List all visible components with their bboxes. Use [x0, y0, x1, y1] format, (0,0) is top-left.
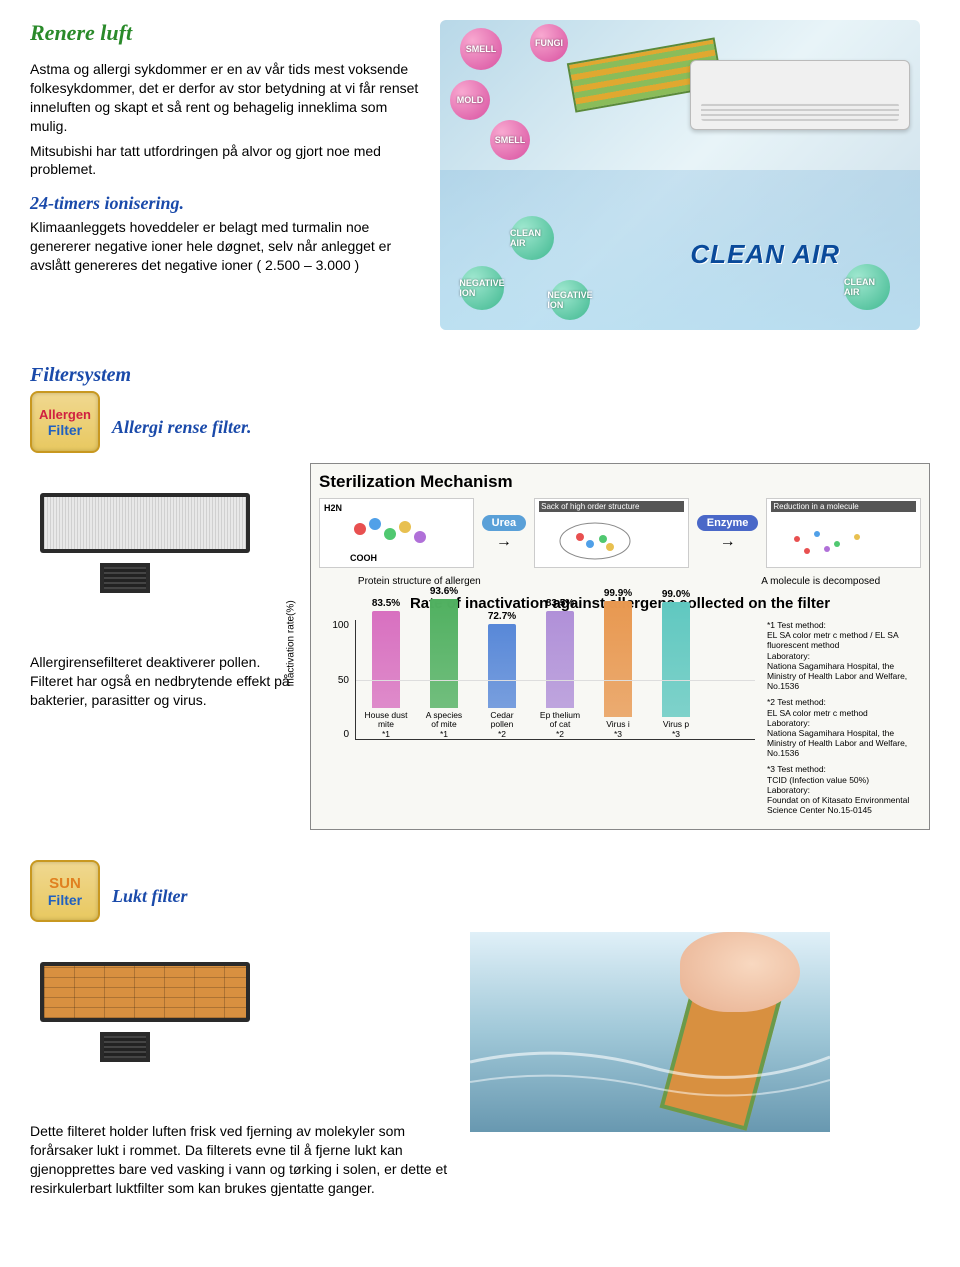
- sun-badge-bottom: Filter: [48, 892, 82, 908]
- sack-box: Sack of high order structure: [534, 498, 689, 568]
- chart-ylabel: Inactivation rate(%): [286, 600, 297, 686]
- bubble-fungi: FUNGI: [530, 24, 568, 62]
- bubble-smell2: SMELL: [490, 120, 530, 160]
- page-title: Renere luft: [30, 20, 420, 46]
- bar-house-dust-mite: 83.5%House dust mite*1: [364, 598, 408, 739]
- bubble-clean2: CLEAN AIR: [844, 264, 890, 310]
- chart-note: *3 Test method: TCID (Infection value 50…: [767, 764, 921, 815]
- urea-pill: Urea: [482, 515, 526, 531]
- bar-a-species-of-mite: 93.6%A species of mite*1: [422, 586, 466, 739]
- protein-box: H2N COOH: [319, 498, 474, 568]
- inactivation-chart: Inactivation rate(%) 100 50 0 83.5%House…: [319, 620, 921, 821]
- reduction-box: Reduction in a molecule: [766, 498, 921, 568]
- airflow-graphic: [440, 170, 920, 330]
- bar-ep-thelium-of-cat: 83.5%Ep thelium of cat*2: [538, 598, 582, 739]
- bubble-ion: NEGATIVE ION: [460, 266, 504, 310]
- sun-badge-top: SUN: [49, 875, 81, 892]
- bubble-smell: SMELL: [460, 28, 502, 70]
- badge-top-text: Allergen: [39, 407, 91, 422]
- enzyme-pill: Enzyme: [697, 515, 759, 531]
- filtersystem-title: Filtersystem: [30, 364, 252, 387]
- cap-protein: Protein structure of allergen: [319, 576, 520, 587]
- sun-filter-badge: SUN Filter: [30, 860, 100, 922]
- sterilization-panel: Sterilization Mechanism H2N COOH Urea → …: [310, 463, 930, 830]
- allergi-subtitle: Allergi rense filter.: [112, 417, 252, 438]
- ytick-100: 100: [332, 620, 349, 631]
- bubble-ion2: NEGATIVE ION: [550, 280, 590, 320]
- clean-air-graphic: SMELL FUNGI MOLD SMELL NEGATIVE ION CLEA…: [440, 20, 920, 330]
- allergi-filter-photo: [30, 483, 280, 623]
- cap-decomposed: A molecule is decomposed: [720, 576, 921, 587]
- ionisering-heading: 24-timers ionisering.: [30, 193, 420, 214]
- ac-unit-graphic: [690, 60, 910, 130]
- bar-virus-p: 99.0%Virus p*3: [654, 589, 698, 739]
- clean-air-banner: CLEAN AIR: [690, 239, 840, 270]
- lukt-title: Lukt filter: [112, 886, 188, 907]
- bar-cedar-pollen: 72.7%Cedar pollen*2: [480, 611, 524, 739]
- bubble-clean: CLEAN AIR: [510, 216, 554, 260]
- lukt-filter-photo: [30, 952, 280, 1092]
- chart-note: *2 Test method: EL SA color metr c metho…: [767, 697, 921, 758]
- bar-virus-i: 99.9%Virus i*3: [596, 588, 640, 739]
- allergen-filter-badge: Allergen Filter: [30, 391, 100, 453]
- ytick-0: 0: [343, 729, 349, 740]
- lukt-desc: Dette filteret holder luften frisk ved f…: [30, 1122, 450, 1198]
- cooh-label: COOH: [350, 553, 377, 563]
- chart-note: *1 Test method: EL SA color metr c metho…: [767, 620, 921, 691]
- wash-photo: [470, 932, 830, 1132]
- intro-p1: Astma og allergi sykdommer er en av vår …: [30, 60, 420, 136]
- sterilization-title: Sterilization Mechanism: [319, 472, 921, 492]
- badge-bottom-text: Filter: [48, 422, 82, 438]
- ionisering-desc: Klimaanleggets hoveddeler er belagt med …: [30, 218, 420, 275]
- bubble-mold: MOLD: [450, 80, 490, 120]
- intro-p2: Mitsubishi har tatt utfordringen på alvo…: [30, 142, 420, 180]
- ytick-50: 50: [338, 675, 349, 686]
- allergi-desc: Allergirensefilteret deaktiverer pollen.…: [30, 653, 290, 710]
